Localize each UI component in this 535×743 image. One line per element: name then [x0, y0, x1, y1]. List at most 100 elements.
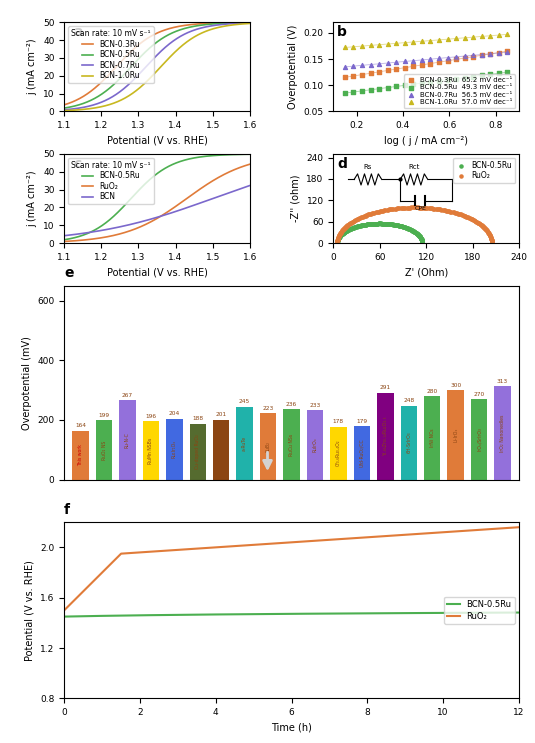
- BCN: [171, 207, 178, 216]
- BCN-0.5Ru: [416, 232, 425, 244]
- RuO₂: [347, 216, 356, 228]
- RuO₂: [333, 234, 342, 246]
- RuO₂: [345, 218, 353, 230]
- RuO₂: [353, 213, 361, 225]
- BCN-0.5Ru: [413, 228, 422, 240]
- BCN-0.5Ru: [149, 41, 156, 50]
- RuO₂: [333, 233, 342, 244]
- BCN-0.5Ru: [374, 218, 383, 230]
- RuO₂: [387, 203, 395, 215]
- BCN-0.5Ru: [333, 237, 341, 249]
- RuO₂: [386, 204, 394, 215]
- BCN-0.5Ru: [108, 611, 114, 620]
- RuO₂: [261, 539, 268, 548]
- RuO₂: [346, 218, 354, 230]
- RuO₂: [450, 207, 459, 218]
- BCN-0.3Ru  65.2 mV dec⁻¹: [418, 59, 426, 71]
- X-axis label: Time (h): Time (h): [271, 723, 312, 733]
- BCN-0.7Ru: [247, 19, 253, 27]
- X-axis label: Z' (Ohm): Z' (Ohm): [404, 267, 448, 277]
- BCN-0.3Ru  65.2 mV dec⁻¹: [349, 70, 358, 82]
- BCN-0.5Ru: [410, 226, 419, 238]
- BCN-1.0Ru  57.0 mV dec⁻¹: [452, 33, 460, 45]
- BCN-0.5Ru: [338, 228, 346, 240]
- BCN-0.3Ru  65.2 mV dec⁻¹: [434, 56, 443, 68]
- RuO₂: [379, 204, 387, 216]
- RuO₂: [424, 529, 430, 538]
- Text: 236: 236: [286, 402, 297, 407]
- RuO₂: [481, 223, 490, 235]
- BCN-0.5Ru: [418, 237, 426, 249]
- RuO₂: [371, 207, 380, 218]
- Text: 313: 313: [497, 379, 508, 384]
- Text: Ru-N-C: Ru-N-C: [125, 432, 130, 448]
- Line: RuO₂: RuO₂: [64, 528, 519, 610]
- BCN-1.0Ru: [61, 106, 67, 115]
- BCN-0.5Ru: [352, 221, 361, 233]
- RuO₂: [333, 237, 341, 249]
- BCN-0.5Ru: [171, 27, 178, 36]
- BCN-0.5Ru: [411, 227, 420, 239]
- RuO₂: [337, 226, 346, 238]
- RuO₂: [438, 204, 447, 215]
- BCN-1.0Ru  57.0 mV dec⁻¹: [469, 31, 477, 43]
- BCN-0.5Ru: [374, 218, 383, 230]
- RuO₂: [333, 236, 341, 247]
- BCN-0.5Ru: [342, 225, 350, 237]
- BCN-1.0Ru  57.0 mV dec⁻¹: [384, 38, 392, 50]
- BCN-1.0Ru  57.0 mV dec⁻¹: [375, 39, 384, 51]
- RuO₂: [432, 203, 441, 215]
- BCN-0.5Ru  49.3 mV dec⁻¹: [452, 73, 460, 85]
- RuO₂: [485, 227, 493, 239]
- Bar: [377, 393, 394, 480]
- BCN-0.3Ru: [247, 18, 253, 27]
- BCN-0.5Ru: [333, 236, 341, 248]
- BCN-0.5Ru: [354, 221, 362, 233]
- RuO₂: [340, 222, 348, 234]
- RuO₂: [349, 215, 358, 227]
- BCN-0.5Ru: [383, 218, 392, 230]
- RuO₂: [410, 201, 418, 213]
- RuO₂: [369, 207, 378, 219]
- BCN-0.5Ru: [394, 219, 402, 231]
- BCN-0.5Ru: [408, 224, 417, 236]
- BCN-0.5Ru: [333, 236, 342, 247]
- RuO₂: [467, 212, 475, 224]
- BCN-0.5Ru: [61, 103, 67, 112]
- RuO₂: [460, 210, 469, 222]
- BCN-0.5Ru: [408, 224, 416, 236]
- RuO₂: [149, 216, 156, 225]
- RuO₂: [445, 205, 454, 217]
- BCN-0.5Ru: [416, 609, 422, 617]
- RuO₂: [452, 207, 460, 219]
- BCN-0.5Ru: [360, 219, 369, 231]
- BCN-0.3Ru  65.2 mV dec⁻¹: [358, 68, 366, 80]
- BCN-1.0Ru  57.0 mV dec⁻¹: [503, 28, 511, 40]
- RuO₂: [342, 221, 350, 233]
- RuO₂: [344, 219, 353, 231]
- BCN-0.5Ru: [359, 219, 368, 231]
- BCN-0.5Ru: [410, 226, 419, 238]
- RuO₂: [453, 207, 461, 219]
- RuO₂: [485, 229, 494, 241]
- BCN-0.5Ru: [261, 609, 268, 618]
- BCN-0.5Ru: [414, 229, 423, 241]
- BCN-0.5Ru: [336, 230, 345, 241]
- BCN-0.5Ru  49.3 mV dec⁻¹: [401, 80, 409, 91]
- BCN-0.5Ru: [403, 222, 412, 234]
- RuO₂: [471, 215, 480, 227]
- BCN-0.5Ru: [375, 218, 384, 230]
- BCN-0.5Ru: [372, 218, 381, 230]
- BCN-0.7Ru: [61, 106, 67, 114]
- RuO₂: [61, 606, 67, 614]
- BCN-0.5Ru: [337, 229, 345, 241]
- RuO₂: [423, 202, 432, 214]
- BCN-0.7Ru: [213, 21, 219, 30]
- BCN-0.7Ru  56.5 mV dec⁻¹: [358, 59, 366, 71]
- RuO₂: [487, 233, 496, 245]
- RuO₂: [470, 215, 479, 227]
- BCN-0.5Ru: [355, 220, 363, 232]
- BCN-0.5Ru: [418, 236, 426, 248]
- RuO₂: [483, 225, 492, 237]
- RuO₂: [61, 237, 67, 246]
